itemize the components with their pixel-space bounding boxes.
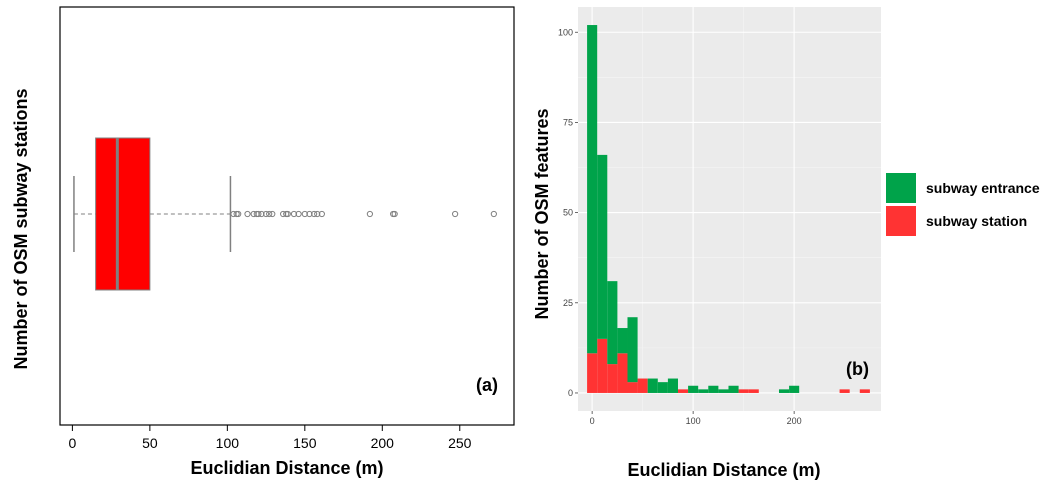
panel-a-outlier-10: [269, 210, 276, 218]
panel-a-outlier-23: [391, 210, 398, 218]
panel-a-outlier-8: [262, 210, 270, 218]
panel-a-x-tick-label-5: 250: [448, 435, 472, 451]
panel-a-outlier-0: [230, 210, 237, 218]
panel-b-bar-entrance-8: [667, 378, 678, 393]
panel-b-bar-entrance-0: [587, 25, 598, 354]
panel-a-x-tick-label-3: 150: [293, 435, 317, 451]
panel-b-bar-entrance-6: [647, 378, 658, 393]
panel-a-outlier-24: [452, 210, 459, 218]
panel-a-outlier-2: [235, 210, 242, 218]
panel-b-bar-station-4: [627, 382, 638, 393]
panel-b-bar-entrance-2: [607, 281, 618, 365]
panel-b-bar-entrance-1: [597, 154, 608, 339]
panel-a-outlier-13: [284, 210, 291, 218]
panel-b-bar-station-25: [839, 389, 850, 393]
panel-a-box-group: [73, 137, 232, 291]
panel-b-x-tick-label-2: 200: [787, 416, 802, 426]
panel-b-bar-station-16: [748, 389, 759, 393]
panel-a-outliers: [230, 210, 497, 218]
panel-b-bar-station-3: [617, 353, 628, 393]
legend-swatch-1: [886, 206, 916, 236]
panel-a-x-tick-label-0: 0: [68, 435, 76, 451]
panel-a-outlier-15: [295, 210, 302, 218]
panel-b-x-axis-title: Euclidian Distance (m): [627, 460, 820, 480]
panel-b-bars: [587, 25, 870, 393]
panel-b-bar-entrance-3: [617, 328, 628, 354]
legend: subway entrance subway station: [886, 173, 1040, 236]
panel-b-bar-station-27: [859, 389, 870, 393]
panel-b-label: (b): [846, 359, 869, 379]
panel-a-x-tick-label-2: 100: [216, 435, 240, 451]
panel-b-y-tick-label-4: 100: [558, 27, 573, 37]
panel-a-outlier-6: [255, 210, 262, 218]
panel-a-y-axis-title: Number of OSM subway stations: [11, 88, 31, 369]
panel-a-outlier-21: [366, 210, 373, 218]
panel-a-outlier-4: [250, 210, 257, 218]
panel-b-axes: 0 25 50 75 100 0 100 200: [558, 27, 802, 426]
panel-a-box: [95, 137, 151, 291]
legend-swatch-0: [886, 173, 916, 203]
panel-b-bar-station-5: [637, 378, 648, 393]
panel-b-x-tick-label-1: 100: [686, 416, 701, 426]
panel-b-y-tick-label-3: 75: [563, 117, 573, 127]
panel-a-x-axis-title: Euclidian Distance (m): [190, 458, 383, 478]
panel-a-outlier-16: [301, 210, 308, 218]
panel-b-bar-entrance-20: [789, 385, 800, 393]
panel-a-x-axis: 0 50 100 150 200 250: [68, 425, 472, 451]
panel-b-bar-entrance-7: [657, 382, 668, 393]
panel-b-y-axis-title: Number of OSM features: [532, 108, 552, 319]
panel-a-outlier-17: [306, 210, 313, 218]
panel-b-bar-entrance-10: [688, 385, 699, 393]
panel-b-histogram: 0 25 50 75 100 0 100 200 Euclidian Distance (m)…: [532, 7, 1040, 480]
legend-label-0: subway entrance: [926, 180, 1040, 196]
panel-a-x-tick-label-4: 200: [371, 435, 395, 451]
panel-b-y-tick-label-1: 25: [563, 298, 573, 308]
panel-b-bar-entrance-4: [627, 317, 638, 383]
panel-a-outlier-9: [266, 210, 273, 218]
panel-b-y-tick-label-2: 50: [563, 208, 573, 218]
panel-a-outlier-11: [280, 210, 287, 218]
panel-a-outlier-7: [258, 210, 265, 218]
panel-b-bar-station-15: [738, 389, 749, 393]
panel-b-x-tick-label-0: 0: [590, 416, 595, 426]
panel-b-bar-entrance-13: [718, 389, 729, 393]
panel-b-bar-station-9: [677, 389, 689, 393]
panel-a-frame: [59, 6, 515, 426]
panel-b-bar-entrance-14: [728, 385, 739, 393]
panel-a-boxplot: 0 50 100 150 200 250 Euclidian Distance (m) N…: [11, 6, 515, 478]
panel-b-bar-entrance-11: [698, 389, 709, 393]
panel-a-outlier-3: [244, 210, 251, 218]
panel-a-x-tick-label-1: 50: [142, 435, 158, 451]
panel-b-bar-station-2: [607, 364, 618, 393]
panel-a-outlier-14: [290, 210, 298, 218]
panel-a-outlier-20: [318, 210, 325, 218]
panel-a-outlier-25: [490, 210, 497, 218]
legend-label-1: subway station: [926, 213, 1027, 229]
panel-b-bar-station-1: [597, 338, 608, 393]
panel-b-bar-entrance-19: [778, 389, 790, 393]
panel-b-y-tick-label-0: 0: [568, 388, 573, 398]
panel-a-outlier-18: [311, 210, 318, 218]
panel-b-bar-entrance-12: [708, 385, 719, 393]
panel-b-bar-station-0: [587, 353, 598, 393]
panel-a-label: (a): [476, 375, 498, 395]
panel-a-outlier-19: [314, 210, 321, 218]
